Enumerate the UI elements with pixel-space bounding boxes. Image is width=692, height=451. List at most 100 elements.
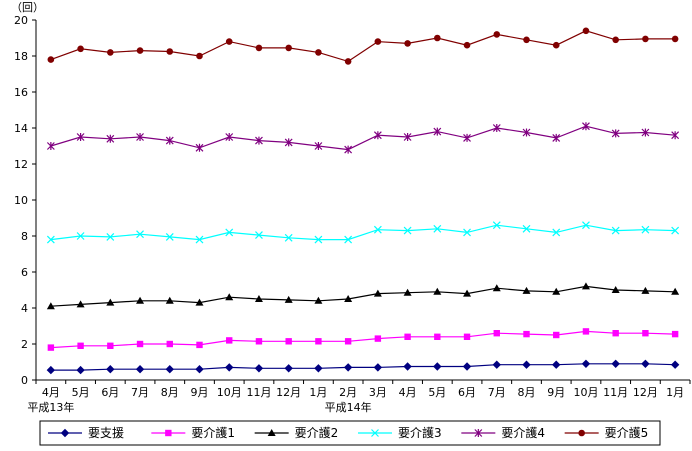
data-point <box>46 142 55 150</box>
x-tick-label: 12月 <box>633 386 658 399</box>
data-point <box>552 360 561 369</box>
y-tick-label: 16 <box>14 86 28 99</box>
series-line <box>50 125 676 151</box>
series-4 <box>46 221 680 244</box>
y-tick-label: 10 <box>14 194 28 207</box>
x-tick-label: 5月 <box>428 386 446 399</box>
series-line <box>50 330 676 349</box>
x-tick-label: 10月 <box>217 386 242 399</box>
data-point <box>671 287 680 295</box>
legend-marker <box>60 428 70 438</box>
data-point <box>225 293 234 301</box>
data-point <box>492 221 501 230</box>
data-point <box>434 34 441 42</box>
data-point <box>314 364 323 373</box>
legend-item: 要支援 <box>48 426 124 440</box>
data-point <box>552 133 561 142</box>
chart-legend: 要支援 要介護1 要介護2 要介護3 要介護4 要介護5 <box>39 420 661 446</box>
data-point <box>642 330 649 337</box>
data-point <box>344 58 352 65</box>
x-tick-label: 7月 <box>131 386 149 399</box>
data-point <box>582 122 590 131</box>
data-point <box>552 228 561 237</box>
data-point <box>225 38 233 45</box>
data-point <box>344 295 353 302</box>
y-unit-label: （回） <box>11 1 44 14</box>
legend-marker <box>578 429 585 437</box>
data-point <box>135 364 145 374</box>
series-6 <box>47 27 679 65</box>
data-point <box>225 363 234 372</box>
data-point <box>404 40 411 47</box>
data-point <box>195 143 204 152</box>
data-point <box>284 138 293 147</box>
data-point <box>165 296 174 304</box>
legend-label: 要介護4 <box>501 425 545 440</box>
data-point <box>433 224 442 233</box>
legend-item: 要介護1 <box>151 425 235 440</box>
data-point <box>492 360 501 369</box>
data-point <box>136 296 145 304</box>
data-point <box>433 362 442 371</box>
data-point <box>612 330 619 337</box>
y-tick-label: 2 <box>21 338 28 351</box>
data-point <box>136 133 144 141</box>
data-point <box>374 38 382 45</box>
data-point <box>47 56 55 63</box>
series-line <box>50 285 676 307</box>
data-point <box>641 359 650 369</box>
legend-item: 要介護3 <box>358 425 442 440</box>
series-line <box>50 30 676 63</box>
chart-series <box>46 27 680 375</box>
x-year-label: 平成14年 <box>325 400 372 414</box>
data-point <box>612 36 619 44</box>
data-point <box>46 302 55 310</box>
data-point <box>552 287 561 295</box>
y-tick-label: 20 <box>14 14 28 27</box>
data-point <box>522 224 531 233</box>
data-point <box>671 330 679 338</box>
data-point <box>523 330 530 338</box>
data-point <box>106 134 115 143</box>
data-point <box>284 233 293 242</box>
x-tick-label: 4月 <box>399 386 417 399</box>
data-point <box>76 365 85 375</box>
data-point <box>225 133 234 141</box>
y-tick-label: 4 <box>21 302 28 315</box>
x-tick-label: 9月 <box>191 386 209 399</box>
data-point <box>285 44 292 52</box>
data-point <box>46 235 55 244</box>
data-point <box>254 295 263 302</box>
data-point <box>581 282 590 290</box>
data-point <box>107 49 114 56</box>
x-tick-label: 10月 <box>573 386 598 399</box>
data-point <box>314 235 323 244</box>
data-point <box>641 225 650 234</box>
x-tick-label: 1月 <box>309 386 327 399</box>
data-point <box>433 287 442 295</box>
data-point <box>403 288 412 296</box>
data-point <box>136 47 144 54</box>
data-point <box>553 331 560 339</box>
x-tick-label: 8月 <box>161 386 179 399</box>
data-point <box>611 129 620 138</box>
x-tick-label: 11月 <box>603 386 628 399</box>
data-point <box>165 232 174 241</box>
data-point <box>404 333 411 340</box>
series-line <box>50 363 676 371</box>
y-tick-label: 6 <box>21 266 28 279</box>
data-point <box>195 298 204 306</box>
data-point <box>463 133 471 142</box>
x-tick-label: 3月 <box>369 386 387 399</box>
data-point <box>255 136 263 145</box>
data-point <box>76 133 85 141</box>
legend-marker <box>267 429 276 436</box>
data-point <box>552 41 560 49</box>
legend-label: 要介護1 <box>191 425 235 440</box>
data-point <box>582 328 590 335</box>
data-point <box>641 128 650 137</box>
data-point <box>671 35 679 43</box>
data-point <box>373 289 382 297</box>
series-1 <box>46 359 680 375</box>
